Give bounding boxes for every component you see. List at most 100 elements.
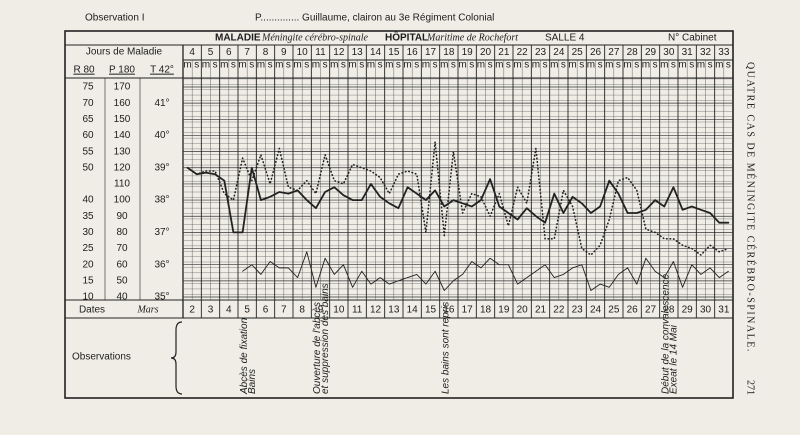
r-label: 20 [82,259,94,270]
half-day: s [323,60,328,71]
date: 31 [718,305,730,316]
date: 9 [318,305,324,316]
half-day: s [304,60,309,71]
day-number: 23 [535,47,547,58]
r-label: 50 [82,162,94,173]
half-day: s [488,60,493,71]
half-day: s [378,60,383,71]
day-number: 14 [370,47,382,58]
scale-header: R 80 [73,65,95,76]
maladie: Méningite cérébro-spinale [261,32,369,43]
day-number: 10 [297,47,309,58]
day-number: 33 [718,47,730,58]
scale-header: P 180 [109,65,135,76]
half-day: s [451,60,456,71]
t-label: 35° [154,292,169,303]
date: 27 [645,305,657,316]
t-label: 40° [154,130,169,141]
day-number: 16 [407,47,419,58]
observation-note: Ouverture de l'abcès [312,302,323,394]
day-number: 5 [208,47,214,58]
half-day: m [477,60,485,71]
half-day: m [257,60,265,71]
half-day: m [220,60,228,71]
half-day: s [616,60,621,71]
r-label: 10 [82,292,94,303]
page-number: 271 [745,380,756,395]
date: 5 [244,305,250,316]
date: 17 [462,305,474,316]
day-number: 26 [590,47,602,58]
half-day: m [513,60,521,71]
date: 8 [299,305,305,316]
t-label: 36° [154,259,169,270]
p-label: 160 [114,98,131,109]
hopital-label: HÔPITAL [385,31,428,44]
half-day: s [506,60,511,71]
half-day: s [469,60,474,71]
date: 19 [498,305,510,316]
date: 4 [226,305,232,316]
half-day: m [660,60,668,71]
t-label: 39° [154,162,169,173]
day-number: 13 [352,47,364,58]
r-label: 40 [82,195,94,206]
p-label: 140 [114,130,131,141]
half-day: s [726,60,731,71]
day-number: 12 [333,47,345,58]
day-number: 15 [388,47,400,58]
half-day: m [238,60,246,71]
half-day: m [642,60,650,71]
date: 22 [553,305,565,316]
half-day: m [367,60,375,71]
half-day: m [550,60,558,71]
day-number: 18 [443,47,455,58]
observation-note: Exeat le 14 Mai [668,324,679,394]
half-day: m [458,60,466,71]
temperature-line [186,141,730,256]
day-number: 4 [189,47,195,58]
day-number: 19 [462,47,474,58]
day-number: 17 [425,47,437,58]
date: 23 [572,305,584,316]
day-number: 25 [572,47,584,58]
half-day: s [543,60,548,71]
half-day: s [414,60,419,71]
observation-note: Début de la convalescence [660,273,671,394]
day-number: 9 [281,47,287,58]
day-number: 27 [608,47,620,58]
half-day: m [440,60,448,71]
p-label: 110 [114,179,130,190]
half-day: m [348,60,356,71]
r-label: 35 [82,211,94,222]
half-day: s [286,60,291,71]
date: 3 [208,305,214,316]
running-title: QUATRE CAS DE MÉNINGITE CÉRÉBRO-SPINALE. [745,62,757,353]
half-day: s [689,60,694,71]
observation-title: Observation I [85,13,144,24]
scale-header: T 42° [150,65,174,76]
day-number: 28 [627,47,639,58]
observations-label: Observations [72,352,131,363]
date: 18 [480,305,492,316]
day-number: 6 [226,47,232,58]
half-day: s [213,60,218,71]
date: 29 [682,305,694,316]
p-label: 50 [116,275,128,286]
observation-note: Les bains sont repris [440,302,451,394]
date: 24 [590,305,602,316]
date: 11 [352,305,363,316]
respiration-line [242,251,729,291]
half-day: s [359,60,364,71]
half-day: s [561,60,566,71]
r-label: 30 [82,227,94,238]
half-day: m [183,60,191,71]
r-label: 65 [82,114,94,125]
half-day: m [385,60,393,71]
dates-label: Dates [79,305,105,316]
date: 20 [517,305,529,316]
half-day: s [708,60,713,71]
date: 16 [443,305,455,316]
